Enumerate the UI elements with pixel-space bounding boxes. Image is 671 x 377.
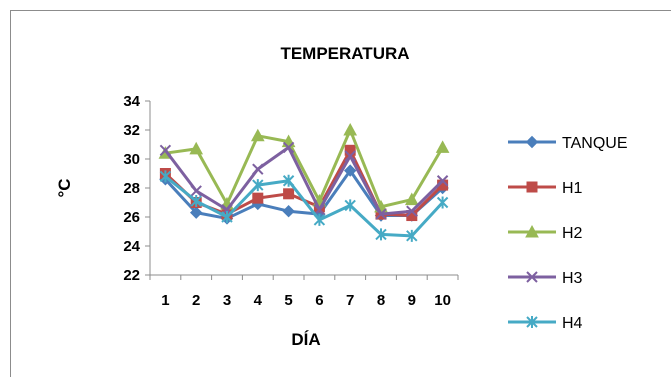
y-tick-label: 24 [123,238,140,255]
x-tick-label: 4 [254,292,263,309]
x-tick-label: 8 [377,292,385,309]
legend-marker [526,271,538,283]
data-point-marker [343,122,358,136]
y-axis-title: °C [55,178,74,197]
data-point-marker [404,192,419,206]
series-layer [158,122,450,242]
x-tick-label: 7 [346,292,354,309]
data-point-marker [313,204,326,216]
x-tick-label: 10 [434,292,451,309]
legend-label: H3 [562,270,583,287]
y-tick-label: 32 [123,122,140,139]
y-tick-label: 26 [123,209,140,226]
series-h1 [159,144,449,222]
legend-label: H4 [562,315,583,332]
data-point-marker [282,174,295,187]
legend-marker [525,224,539,238]
legend-entry-h3: H3 [508,270,583,287]
x-tick-label: 2 [192,292,200,309]
legend-label: H2 [562,225,583,242]
y-tick-label: 28 [123,180,140,197]
legend-entry-tanque: TANQUE [508,135,627,152]
legend-entry-h2: H2 [508,224,583,242]
data-point-marker [406,205,418,217]
data-point-marker [375,228,387,241]
legend-marker [525,135,539,149]
series-h3 [159,141,449,220]
data-point-marker [406,229,418,242]
x-tick-label: 1 [161,292,169,309]
data-point-marker [190,185,202,197]
x-axis-title: DÍA [291,330,320,349]
data-point-marker [189,141,204,155]
data-point-marker [436,175,449,187]
data-point-marker [252,192,264,204]
y-tick-label: 22 [123,267,140,284]
y-tick-label: 30 [123,151,140,168]
x-tick-label: 9 [408,292,416,309]
data-point-marker [250,128,265,142]
x-tick-label: 3 [223,292,231,309]
data-point-marker [375,208,387,220]
data-point-marker [343,164,357,177]
data-point-marker [252,179,264,192]
data-point-marker [436,196,449,209]
data-point-marker [435,140,450,153]
series-line [165,128,444,209]
y-tick-label: 34 [123,93,140,110]
legend-marker [526,316,538,328]
x-tick-label: 6 [315,292,323,309]
data-point-marker [283,188,295,200]
chart-frame [10,10,671,377]
data-point-marker [159,144,172,157]
data-point-marker [159,170,172,183]
data-point-marker [344,199,356,212]
legend-entry-h4: H4 [508,315,583,332]
data-point-marker [189,206,203,219]
data-point-marker [282,141,295,154]
data-point-marker [282,204,295,218]
data-point-marker [252,163,264,175]
series-h4 [159,170,449,242]
x-tick-label: 5 [284,292,292,309]
legend-label: H1 [562,180,583,197]
legend: TANQUE H1 H2 H3 H4 [508,135,627,332]
data-point-marker [344,150,356,162]
series-line [164,175,444,238]
legend-entry-h1: H1 [508,180,583,197]
data-point-marker [313,213,326,226]
legend-label: TANQUE [562,135,627,152]
data-point-marker [190,195,202,208]
legend-marker [526,181,538,193]
series-line [164,145,444,216]
chart-title: TEMPERATURA [280,44,409,63]
data-point-marker [221,211,233,223]
